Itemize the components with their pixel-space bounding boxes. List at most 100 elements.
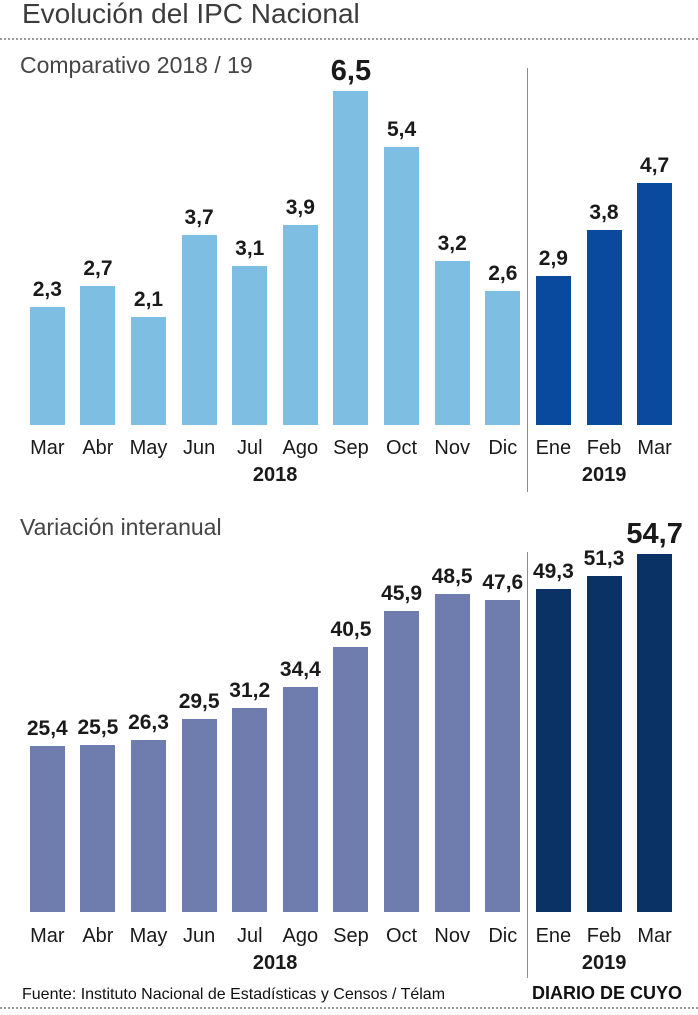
bar-sep-2018	[333, 646, 369, 912]
bar-ago-2018	[282, 224, 318, 425]
bar-oct-2018	[384, 147, 420, 425]
bar-value-label: 4,7	[640, 154, 670, 178]
bar-jul-2018	[232, 707, 268, 912]
month-label: May	[129, 437, 168, 459]
bar-ago-2018	[282, 686, 318, 912]
bar-column-may-2018: 2,1	[123, 289, 174, 425]
bar-dic-2018	[485, 600, 521, 912]
bar-jul-2018	[232, 265, 268, 425]
month-label: Nov	[434, 925, 470, 947]
year-label-2019: 2019	[581, 952, 627, 974]
month-label: Ago	[282, 925, 319, 947]
month-label: Mar	[637, 437, 672, 459]
bar-column-feb-2019: 51,3	[579, 548, 630, 912]
publisher-brand: DIARIO DE CUYO	[531, 983, 682, 1003]
bar-value-label: 26,3	[128, 710, 169, 734]
bar-value-label: 3,9	[285, 195, 315, 219]
bar-column-jul-2018: 3,1	[224, 236, 275, 425]
chart2-year-divider-line	[527, 552, 528, 978]
bar-value-label: 49,3	[532, 560, 574, 584]
page-title: Evolución del IPC Nacional	[22, 0, 360, 29]
month-label: May	[129, 925, 168, 947]
chart2-plot: 25,4 25,5 26,3 29,5 31,2 34,4 40,5 45,9 48,5 47,6…	[22, 519, 683, 912]
bar-column-jun-2018: 3,7	[174, 205, 225, 425]
month-label: Feb	[586, 437, 622, 459]
bar-column-oct-2018: 45,9	[376, 583, 427, 912]
bar-nov-2018	[434, 260, 470, 425]
month-label: Abr	[82, 925, 114, 947]
bar-ene-2019	[535, 275, 571, 425]
chart2-title: Variación interanual	[20, 514, 222, 540]
bar-value-label: 29,5	[178, 689, 220, 713]
bar-column-abr-2018: 25,5	[73, 717, 124, 912]
bar-sep-2018	[333, 90, 369, 425]
month-label: Mar	[30, 437, 65, 459]
month-label: Mar	[30, 925, 65, 947]
bar-column-abr-2018: 2,7	[73, 258, 124, 425]
month-label: Ene	[535, 437, 572, 459]
top-dotted-rule	[0, 38, 698, 40]
month-label: Dic	[488, 437, 518, 459]
bar-value-label: 2,7	[83, 257, 113, 281]
bar-value-label: 34,4	[279, 657, 321, 681]
month-label: Oct	[386, 437, 418, 459]
bar-column-ene-2019: 49,3	[528, 561, 579, 912]
year-label-2018: 2018	[252, 464, 298, 486]
bar-column-jul-2018: 31,2	[224, 679, 275, 912]
bar-value-label: 25,4	[26, 716, 68, 740]
month-label: Mar	[637, 925, 672, 947]
bar-column-oct-2018: 5,4	[376, 119, 427, 425]
bar-column-dic-2018: 47,6	[477, 572, 528, 912]
month-label: Jul	[236, 925, 263, 947]
bar-column-may-2018: 26,3	[123, 710, 174, 912]
month-label: Oct	[386, 925, 418, 947]
bar-value-label: 2,1	[133, 288, 164, 312]
bar-value-label: 3,2	[437, 231, 467, 255]
bar-mar-2019	[637, 183, 673, 425]
source-credit: Fuente: Instituto Nacional de Estadístic…	[22, 986, 446, 1003]
month-label: Jun	[183, 437, 216, 459]
bar-column-dic-2018: 2,6	[477, 263, 528, 425]
chart1-year-axis: 2018 2019	[22, 464, 680, 487]
bar-nov-2018	[434, 594, 470, 912]
bar-column-sep-2018: 6,5	[326, 56, 377, 425]
bar-jun-2018	[181, 234, 217, 425]
bar-value-label: 40,5	[330, 617, 372, 641]
bar-may-2018	[131, 739, 167, 912]
bar-value-label: 3,7	[184, 205, 214, 229]
bar-value-label: 2,3	[32, 277, 62, 301]
bar-column-ago-2018: 34,4	[275, 657, 326, 912]
month-label: Sep	[333, 437, 369, 459]
month-label: Ene	[535, 925, 572, 947]
bar-mar-2018	[29, 745, 65, 912]
bar-value-label: 2,6	[488, 262, 518, 286]
bar-abr-2018	[80, 745, 116, 912]
chart2-year-axis: 2018 2019	[22, 952, 680, 975]
year-label-2019: 2019	[581, 464, 627, 486]
chart1-plot: 2,3 2,7 2,1 3,7 3,1 3,9 6,5 5,4 3,2 2,6 2,9 3,8 4,7	[22, 56, 680, 425]
bar-column-ago-2018: 3,9	[275, 195, 326, 425]
bar-value-label: 6,5	[330, 54, 372, 87]
bar-mar-2019	[637, 553, 673, 912]
bar-value-label: 25,5	[77, 716, 119, 739]
bar-column-jun-2018: 29,5	[174, 689, 225, 912]
bar-column-mar-2019: 4,7	[629, 155, 680, 425]
bottom-dotted-rule	[0, 1007, 698, 1009]
bar-column-mar-2018: 25,4	[22, 716, 73, 912]
bar-feb-2019	[586, 576, 622, 912]
month-label: Sep	[333, 925, 369, 947]
bar-jun-2018	[181, 718, 217, 912]
bar-column-mar-2019: 54,7	[626, 517, 683, 912]
bar-may-2018	[131, 317, 167, 425]
bar-column-nov-2018: 3,2	[427, 231, 478, 425]
bar-ene-2019	[535, 589, 571, 912]
bar-value-label: 47,6	[482, 571, 524, 595]
bar-column-mar-2018: 2,3	[22, 277, 73, 425]
chart1-title: Comparativo 2018 / 19	[20, 52, 253, 78]
bar-column-ene-2019: 2,9	[528, 247, 579, 425]
bar-value-label: 45,9	[381, 582, 422, 606]
bar-value-label: 54,7	[626, 517, 683, 550]
month-label: Jul	[236, 437, 263, 459]
bar-value-label: 3,1	[235, 236, 265, 260]
